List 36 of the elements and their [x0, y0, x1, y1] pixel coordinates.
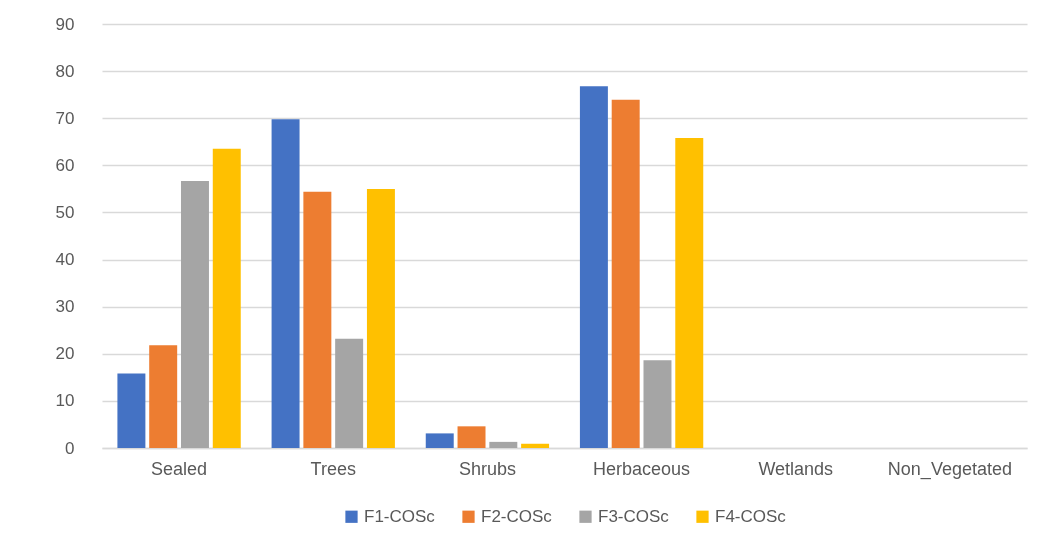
bar [117, 373, 146, 448]
legend-label: F4-COSc [715, 506, 787, 526]
x-tick-label: Shrubs [458, 458, 516, 479]
legend-label: F1-COSc [364, 506, 436, 526]
bar [425, 433, 454, 448]
bar [180, 180, 209, 448]
x-tick-label: Herbaceous [593, 458, 691, 479]
y-tick-label: 80 [55, 61, 75, 81]
bar [149, 345, 178, 448]
bar [521, 443, 550, 448]
y-tick-label: 20 [55, 344, 75, 364]
bar [611, 99, 640, 448]
y-tick-label: 90 [55, 14, 75, 34]
bar [675, 138, 704, 448]
x-tick-label: Non_Vegetated [887, 458, 1012, 480]
bar [335, 338, 364, 448]
y-tick-label: 30 [55, 297, 75, 317]
x-tick-label: Trees [310, 458, 356, 479]
bar [303, 191, 332, 448]
legend-label: F2-COSc [481, 506, 553, 526]
y-tick-label: 0 [65, 438, 75, 458]
legend-label: F3-COSc [598, 506, 670, 526]
bar [579, 86, 608, 448]
bar [489, 441, 518, 448]
bar [457, 426, 486, 448]
x-tick-label: Sealed [151, 458, 208, 479]
bar [643, 360, 672, 448]
y-tick-label: 10 [55, 391, 75, 411]
y-tick-label: 70 [55, 108, 75, 128]
y-tick-label: 40 [55, 250, 75, 270]
bar [271, 119, 300, 448]
bar [366, 188, 395, 448]
x-tick-label: Wetlands [758, 458, 834, 479]
y-tick-label: 50 [55, 202, 75, 222]
bar [212, 148, 241, 448]
y-tick-label: 60 [55, 155, 75, 175]
